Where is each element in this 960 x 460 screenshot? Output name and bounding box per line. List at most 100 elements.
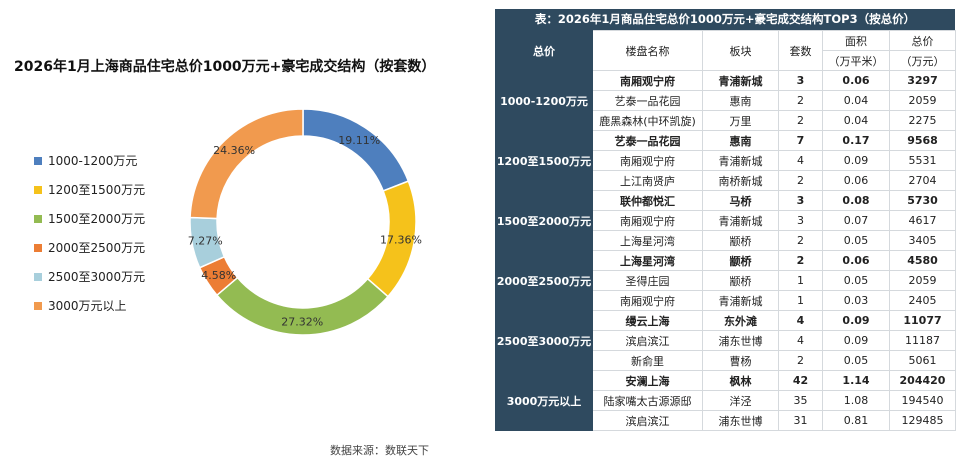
cell-price: 2704: [889, 170, 956, 191]
table-row: 2500至3000万元 缦云上海 东外滩 4 0.09 11077: [495, 310, 956, 371]
header-area-unit: （万平米）: [822, 50, 890, 71]
legend-label: 1500至2000万元: [48, 212, 146, 226]
cell-block: 颛桥: [702, 250, 779, 271]
cell-block: 万里: [702, 110, 779, 131]
cell-name: 新俞里: [592, 350, 703, 371]
legend-label: 2000至2500万元: [48, 241, 146, 255]
cell-price: 4580: [889, 250, 956, 271]
cell-block: 惠南: [702, 130, 779, 151]
table-row: 滨启滨江 浦东世博 31 0.81 129485: [496, 410, 956, 431]
cell-block: 曹杨: [702, 350, 779, 371]
cell-units: 4: [778, 310, 823, 331]
donut-slice: [302, 108, 410, 192]
cell-units: 7: [778, 130, 823, 151]
legend-swatch: [34, 301, 42, 310]
cell-area: 0.05: [822, 350, 890, 371]
legend-label: 1200至1500万元: [48, 183, 146, 197]
cell-block: 南桥新城: [702, 170, 779, 191]
cell-name: 南厢观宁府: [592, 70, 703, 91]
slice-label: 27.32%: [281, 315, 323, 328]
cell-area: 0.06: [822, 250, 890, 271]
slice-label: 19.11%: [338, 134, 380, 147]
table-row: 南厢观宁府 青浦新城 4 0.09 5531: [496, 150, 956, 171]
cell-name: 鹿黑森林(中环凯旋): [592, 110, 703, 131]
cell-name: 上江南贤庐: [592, 170, 703, 191]
cell-units: 2: [778, 230, 823, 251]
table-row: 1200至1500万元 艺泰一品花园 惠南 7 0.17 9568: [495, 130, 956, 191]
header-price-unit: （万元）: [889, 50, 956, 71]
cell-price: 204420: [889, 370, 956, 391]
slice-label: 24.36%: [213, 144, 255, 157]
cell-units: 3: [778, 210, 823, 231]
cell-block: 东外滩: [702, 310, 779, 331]
cell-block: 浦东世博: [702, 330, 779, 351]
header-area: 面积: [822, 30, 890, 51]
top3-table: 表：2026年1月商品住宅总价1000万元+豪宅成交结构TOP3（按总价） 总价…: [495, 9, 956, 440]
header-price: 总价: [889, 30, 956, 51]
cell-units: 2: [778, 350, 823, 371]
header-name: 楼盘名称: [592, 30, 703, 71]
cell-block: 颛桥: [702, 230, 779, 251]
cell-name: 南厢观宁府: [592, 150, 703, 171]
cell-name: 滨启滨江: [592, 410, 703, 431]
legend-item: 1200至1500万元: [34, 175, 145, 204]
table-title: 表：2026年1月商品住宅总价1000万元+豪宅成交结构TOP3（按总价）: [495, 9, 955, 30]
group-label: 3000万元以上: [495, 370, 593, 431]
cell-price: 3297: [889, 70, 956, 91]
group-label: 1200至1500万元: [495, 130, 593, 191]
cell-name: 艺泰一品花园: [592, 130, 703, 151]
cell-units: 3: [778, 70, 823, 91]
cell-price: 3405: [889, 230, 956, 251]
cell-area: 1.08: [822, 390, 890, 411]
cell-units: 1: [778, 290, 823, 311]
cell-block: 枫林: [702, 370, 779, 391]
cell-name: 陆家嘴太古源源邸: [592, 390, 703, 411]
cell-price: 2059: [889, 270, 956, 291]
cell-block: 洋泾: [702, 390, 779, 411]
legend-item: 3000万元以上: [34, 291, 145, 320]
cell-area: 0.03: [822, 290, 890, 311]
cell-area: 0.06: [822, 170, 890, 191]
slice-label: 7.27%: [188, 235, 223, 248]
cell-block: 青浦新城: [702, 290, 779, 311]
cell-area: 0.08: [822, 190, 890, 211]
cell-price: 194540: [889, 390, 956, 411]
header-units: 套数: [778, 30, 823, 71]
cell-block: 青浦新城: [702, 70, 779, 91]
cell-units: 2: [778, 90, 823, 111]
cell-price: 2059: [889, 90, 956, 111]
cell-area: 0.06: [822, 70, 890, 91]
cell-area: 0.04: [822, 90, 890, 111]
chart-title: 2026年1月上海商品住宅总价1000万元+豪宅成交结构（按套数）: [14, 59, 436, 75]
cell-units: 42: [778, 370, 823, 391]
cell-name: 南厢观宁府: [592, 210, 703, 231]
cell-name: 安澜上海: [592, 370, 703, 391]
cell-name: 上海星河湾: [592, 250, 703, 271]
table-row: 2000至2500万元 上海星河湾 颛桥 2 0.06 4580: [495, 250, 956, 311]
cell-area: 0.09: [822, 330, 890, 351]
table-row: 圣得庄园 颛桥 1 0.05 2059: [496, 270, 956, 291]
header-group: 总价: [495, 30, 593, 71]
cell-price: 4617: [889, 210, 956, 231]
cell-area: 0.09: [822, 310, 890, 331]
cell-area: 0.07: [822, 210, 890, 231]
cell-units: 4: [778, 330, 823, 351]
table-body: 总价 楼盘名称 板块 套数 面积 总价 （万平米） （万元） 1000-1200…: [495, 30, 956, 431]
cell-units: 1: [778, 270, 823, 291]
cell-area: 0.81: [822, 410, 890, 431]
cell-units: 2: [778, 170, 823, 191]
cell-price: 5061: [889, 350, 956, 371]
legend-label: 1000-1200万元: [48, 154, 138, 168]
slice-label: 17.36%: [380, 233, 422, 246]
cell-name: 联仲都悦汇: [592, 190, 703, 211]
table-row: 艺泰一品花园 惠南 2 0.04 2059: [496, 90, 956, 111]
legend-swatch: [34, 156, 42, 165]
table-row: 1500至2000万元 联仲都悦汇 马桥 3 0.08 5730: [495, 190, 956, 251]
table-row: 上江南贤庐 南桥新城 2 0.06 2704: [496, 170, 956, 191]
cell-units: 3: [778, 190, 823, 211]
cell-price: 5730: [889, 190, 956, 211]
table-row: 南厢观宁府 青浦新城 3 0.07 4617: [496, 210, 956, 231]
legend-item: 1500至2000万元: [34, 204, 145, 233]
donut-slice: [189, 108, 304, 220]
cell-price: 11187: [889, 330, 956, 351]
